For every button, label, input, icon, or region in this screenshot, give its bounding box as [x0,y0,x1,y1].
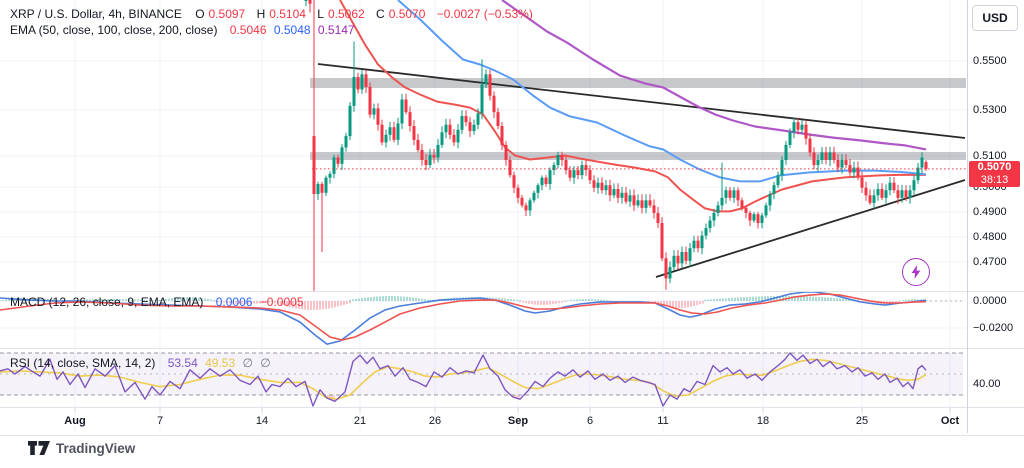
price-axis-label: 0.5100 [973,150,1007,162]
ohlc-close: C 0.5070 [376,7,426,21]
macd-line-value: 0.0006 [215,295,253,309]
ohlc-low: L 0.5062 [317,7,365,21]
price-axis-label: 0.5500 [973,55,1007,67]
time-axis-label: 7 [156,415,164,427]
price-axis-label: 0.5300 [973,104,1007,116]
time-axis-label: Aug [64,415,86,427]
rsi-empty-set-1: ∅ [242,356,253,370]
time-axis-label: 21 [353,415,367,427]
bar-countdown: 38:13 [980,174,1009,186]
price-axis-label: 0.4900 [973,206,1007,218]
ema-header: EMA (50, close, 100, close, 200, close) … [10,23,359,37]
time-axis-label: Sep [507,415,529,427]
macd-axis-label: −0.0200 [973,322,1014,334]
rsi-axis-label: 40.00 [973,378,1001,390]
macd-label[interactable]: MACD (12, 26, close, 9, EMA, EMA) [10,295,204,309]
tradingview-logo[interactable]: TradingView [28,441,135,456]
ema50-value: 0.5046 [229,23,267,37]
symbol-header: XRP / U.S. Dollar, 4h, BINANCE O 0.5097 H… [10,7,537,21]
time-axis-label: 25 [855,415,869,427]
price-axis-label: 0.4800 [973,231,1007,243]
last-price-badge[interactable]: 0.5070 38:13 [969,161,1020,187]
ohlc-open: O 0.5097 [195,7,246,21]
time-axis-label: 26 [428,415,442,427]
ema100-value: 0.5048 [273,23,311,37]
ema200-value: 0.5147 [317,23,355,37]
rsi-label[interactable]: RSI (14, close, SMA, 14, 2) [10,356,156,370]
time-axis-label: 6 [586,415,594,427]
change-value: −0.0027 (−0.53%) [436,7,533,21]
lightning-button[interactable] [902,258,930,286]
ohlc-high: H 0.5104 [256,7,306,21]
lightning-icon [911,265,921,279]
currency-usd-button[interactable]: USD [972,5,1018,31]
tradingview-brand-text: TradingView [56,441,136,456]
ema-label[interactable]: EMA (50, close, 100, close, 200, close) [10,23,218,37]
time-axis-label: 14 [255,415,269,427]
macd-header: MACD (12, 26, close, 9, EMA, EMA) 0.0006… [10,295,308,309]
time-axis-label: 11 [657,415,669,427]
symbol-title[interactable]: XRP / U.S. Dollar, 4h, BINANCE [10,7,182,21]
last-price-value: 0.5070 [977,161,1012,173]
rsi-empty-set-2: ∅ [260,356,271,370]
price-axis-label: 0.4700 [973,256,1007,268]
rsi-value: 53.54 [167,356,198,370]
macd-axis-label: 0.0000 [973,295,1007,307]
rsi-sma-value: 49.53 [205,356,236,370]
time-axis-label: Oct [940,415,960,427]
rsi-header: RSI (14, close, SMA, 14, 2) 53.54 49.53 … [10,356,275,370]
macd-signal-value: −0.0005 [259,295,304,309]
time-axis-label: 18 [756,415,770,427]
tradingview-logo-icon [28,441,50,455]
chart-canvas[interactable] [0,0,1024,436]
